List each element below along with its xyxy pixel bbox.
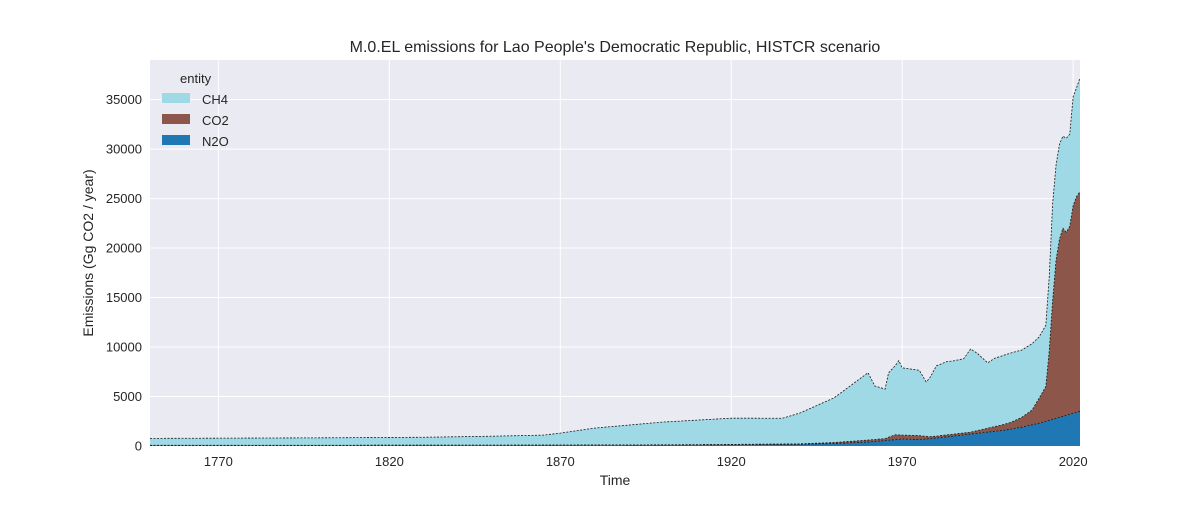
stack-boundary-lines: [149, 77, 1081, 446]
x-tick-label: 1770: [204, 454, 233, 469]
y-tick-label: 15000: [106, 290, 142, 305]
legend-label-ch4: CH4: [202, 92, 228, 107]
y-tick-label: 20000: [106, 241, 142, 256]
boundary-line-co2: [150, 191, 1081, 446]
x-axis-label: Time: [600, 472, 631, 488]
chart-title: M.0.EL emissions for Lao People's Democr…: [350, 39, 881, 56]
x-tick-label: 1920: [717, 454, 746, 469]
x-tick-labels: 1770 1820 1870 1920 1970 2020: [204, 454, 1088, 469]
stacked-areas: [150, 77, 1080, 446]
legend-swatch-n2o: [162, 135, 190, 145]
legend-label-co2: CO2: [202, 113, 229, 128]
legend-item-n2o: N2O: [162, 134, 229, 149]
y-tick-label: 0: [135, 439, 142, 454]
y-tick-label: 25000: [106, 191, 142, 206]
y-tick-label: 30000: [106, 142, 142, 157]
legend-swatch-ch4: [162, 93, 190, 103]
y-tick-label: 10000: [106, 340, 142, 355]
area-n2o: [150, 411, 1080, 446]
boundary-line-ch4: [149, 77, 1081, 439]
legend-item-co2: CO2: [162, 113, 229, 128]
legend-swatch-co2: [162, 114, 190, 124]
y-axis-label: Emissions (Gg CO2 / year): [80, 169, 96, 336]
area-ch4: [150, 77, 1080, 446]
y-tick-label: 35000: [106, 92, 142, 107]
x-tick-label: 1970: [888, 454, 917, 469]
x-tick-label: 1870: [546, 454, 575, 469]
x-tick-label: 2020: [1059, 454, 1088, 469]
x-tick-label: 1820: [375, 454, 404, 469]
legend-title: entity: [180, 71, 212, 86]
y-tick-label: 5000: [113, 389, 142, 404]
y-tick-labels: 0 5000 10000 15000 20000 25000 30000 35000: [106, 92, 142, 453]
legend-item-ch4: CH4: [162, 92, 228, 107]
legend: entity CH4 CO2 N2O: [162, 71, 229, 149]
legend-label-n2o: N2O: [202, 134, 229, 149]
